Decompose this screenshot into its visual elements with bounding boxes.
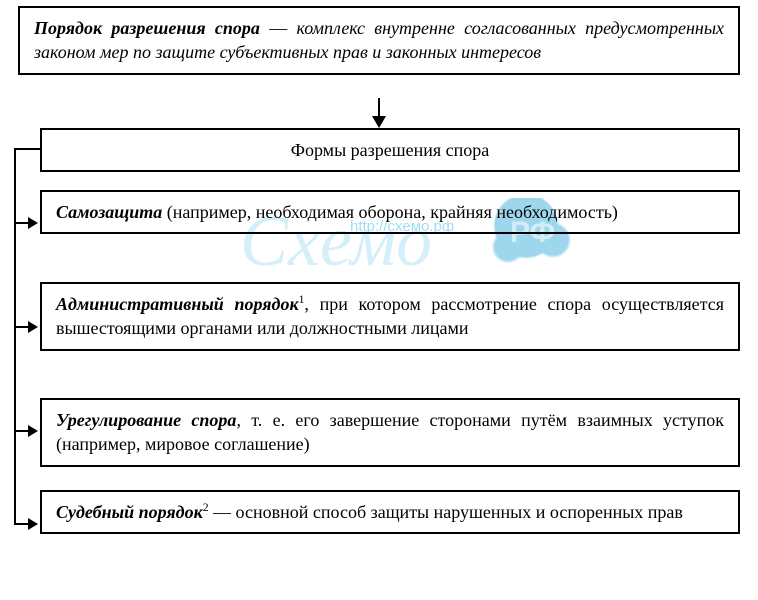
form-3-term: Судебный порядок bbox=[56, 502, 203, 522]
dispute-resolution-diagram: Схемо http://схемо.рф РФ Порядок разреше… bbox=[0, 0, 758, 600]
spine-top-connector bbox=[14, 148, 40, 150]
connector-def-title-arrow-icon bbox=[372, 116, 386, 128]
branch-2-arrow-icon bbox=[28, 425, 38, 437]
form-box-0: Самозащита (например, необходимая оборон… bbox=[40, 190, 740, 234]
form-1-term: Административный порядок bbox=[56, 294, 299, 314]
form-box-1: Административный порядок1, при котором р… bbox=[40, 282, 740, 351]
definition-dash: — bbox=[260, 18, 297, 38]
forms-title: Формы разрешения спора bbox=[291, 140, 490, 160]
branch-0-arrow-icon bbox=[28, 217, 38, 229]
connector-def-title-line bbox=[378, 98, 380, 118]
forms-title-box: Формы разрешения спора bbox=[40, 128, 740, 172]
spine-line bbox=[14, 148, 16, 525]
definition-term: Порядок разрешения спора bbox=[34, 18, 260, 38]
form-3-rest: — основной способ защиты нарушенных и ос… bbox=[209, 502, 683, 522]
form-0-term: Самозащита bbox=[56, 202, 162, 222]
form-2-term: Урегулирование спора bbox=[56, 410, 236, 430]
form-box-3: Судебный порядок2 — основной способ защи… bbox=[40, 490, 740, 534]
form-box-2: Урегулирование спора, т. е. его завершен… bbox=[40, 398, 740, 467]
definition-box: Порядок разрешения спора — комплекс внут… bbox=[18, 6, 740, 75]
form-0-rest: (например, необходимая оборона, крайняя … bbox=[162, 202, 618, 222]
branch-1-arrow-icon bbox=[28, 321, 38, 333]
branch-3-arrow-icon bbox=[28, 518, 38, 530]
